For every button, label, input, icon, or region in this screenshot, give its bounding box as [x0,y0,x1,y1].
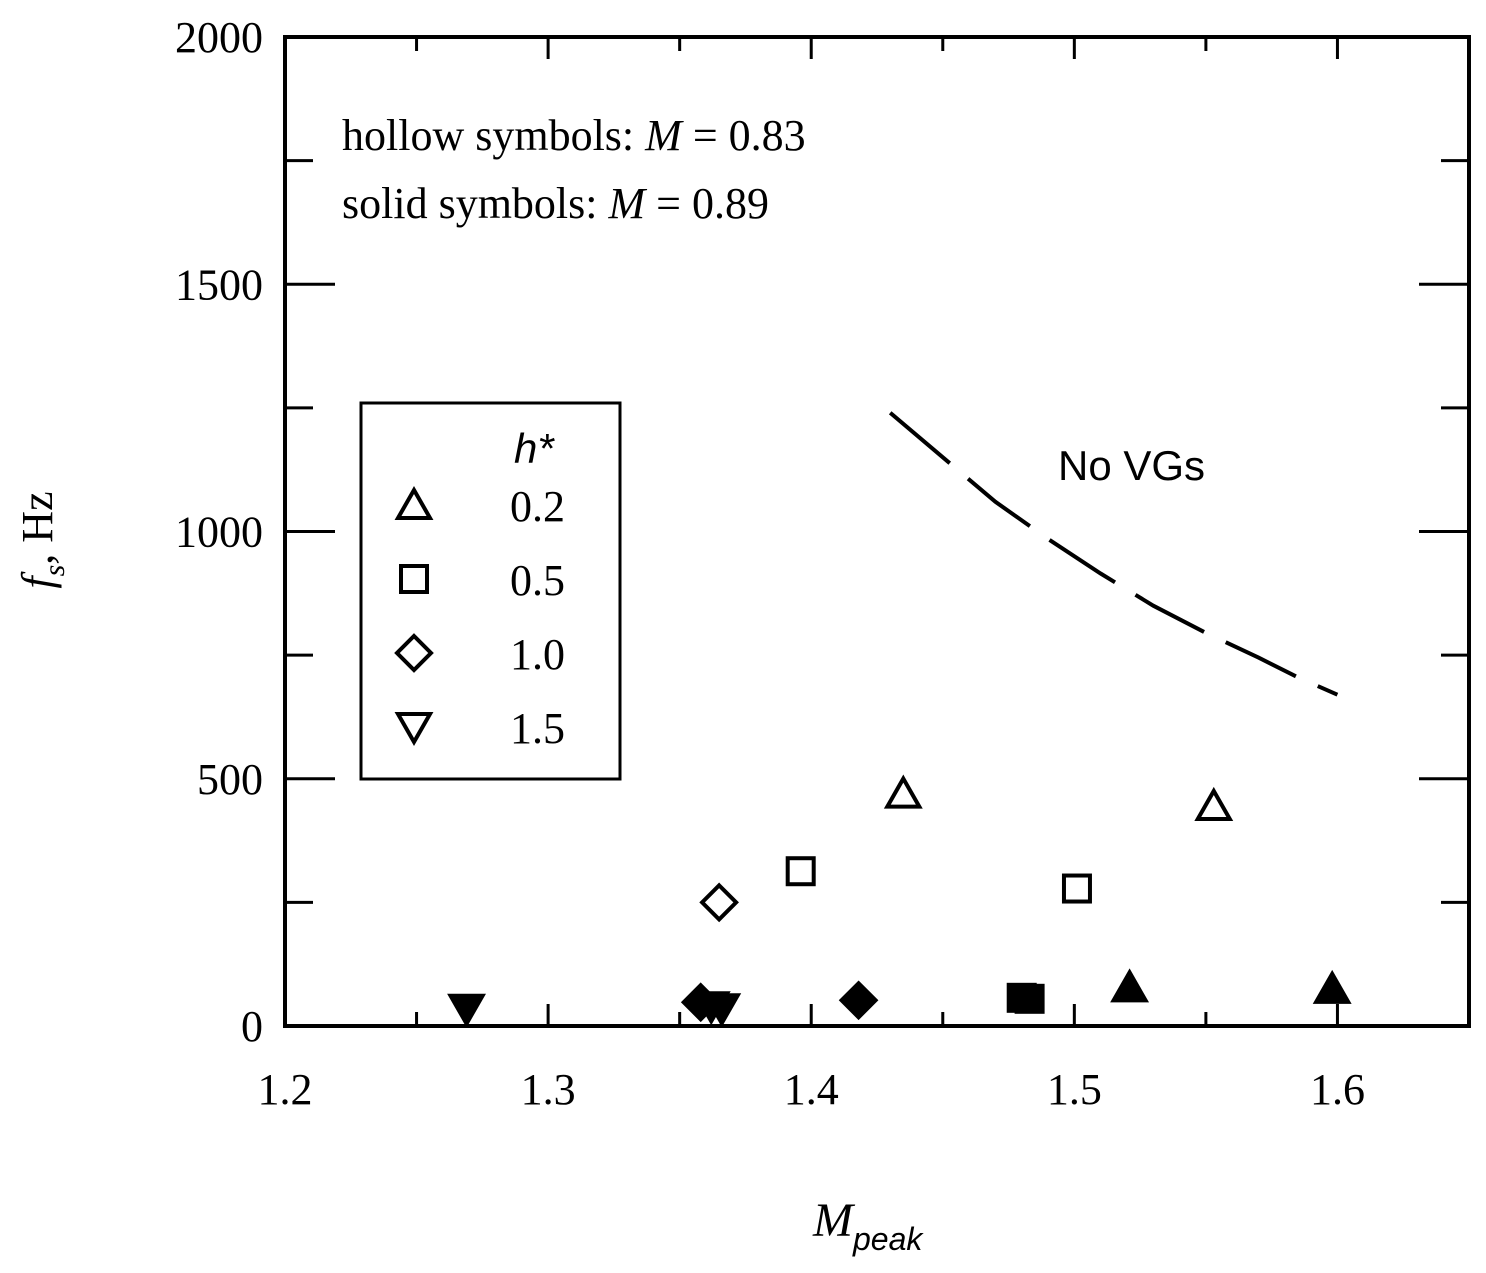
y-tick-label: 1000 [175,508,263,557]
legend-marker-square [399,564,429,594]
data-point-solid-triangle-down [447,993,486,1028]
legend-label: 0.2 [510,482,565,531]
x-tick-label: 1.6 [1310,1065,1365,1114]
annotation-hollow-value: = 0.83 [682,111,806,160]
annotation-solid-value: = 0.89 [645,179,769,228]
legend-entries: 0.2 0.5 1.0 1.5 [394,482,565,753]
tick-labels: 1.2 1.3 1.4 1.5 1.6 0 500 1000 1500 2000 [175,13,1365,1114]
annotation-solid-prefix: solid symbols: [342,179,609,228]
data-point-hollow-square [1061,873,1092,904]
x-tick-label: 1.2 [258,1065,313,1114]
annotation-hollow-prefix: hollow symbols: [342,111,645,160]
y-axis-label-sub: s [38,565,71,577]
data-point-hollow-square [785,856,816,887]
data-point-solid-diamond [838,980,879,1021]
legend-marker-diamond [394,633,434,673]
x-tick-label: 1.4 [784,1065,839,1114]
y-axis-label-unit: , Hz [13,491,62,564]
legend: h* 0.2 0.5 1.0 1.5 [359,401,622,781]
data-point-solid-triangle-down [702,993,742,1028]
y-tick-label: 500 [197,755,263,804]
axes [283,35,1471,1028]
annotation-hollow: hollow symbols: M = 0.83 [342,111,806,160]
y-tick-label: 1500 [175,260,263,309]
x-axis-label: Mpeak [812,1194,924,1257]
x-tick-label: 1.3 [521,1065,576,1114]
legend-label: 1.0 [510,630,565,679]
x-tick-label: 1.5 [1047,1065,1102,1114]
annotation-solid: solid symbols: M = 0.89 [342,179,769,228]
legend-marker-triangle-up [394,485,434,520]
data-points [447,774,1352,1028]
legend-label: 1.5 [510,704,565,753]
x-axis-label-main: M [812,1194,856,1247]
y-tick-label: 2000 [175,13,263,62]
no-vgs-curve-group [888,411,1339,697]
no-vgs-label: No VGs [1058,442,1205,489]
no-vgs-curve [888,411,1339,697]
annotation-hollow-var: M [644,111,684,160]
data-point-solid-triangle-up [1312,969,1352,1004]
y-tick-label: 0 [241,1002,263,1051]
legend-title: h* [514,425,555,472]
legend-marker-triangle-down [394,712,434,747]
data-point-hollow-triangle-up [883,774,923,809]
y-axis-label: fs, Hz [13,491,71,588]
annotation-solid-var: M [608,179,648,228]
legend-label: 0.5 [510,556,565,605]
data-point-hollow-diamond [699,882,739,923]
x-axis-label-sub: peak [852,1221,924,1257]
data-point-solid-triangle-up [1110,968,1150,1003]
data-point-hollow-triangle-up [1194,786,1234,821]
data-point-solid-square [1014,983,1045,1014]
